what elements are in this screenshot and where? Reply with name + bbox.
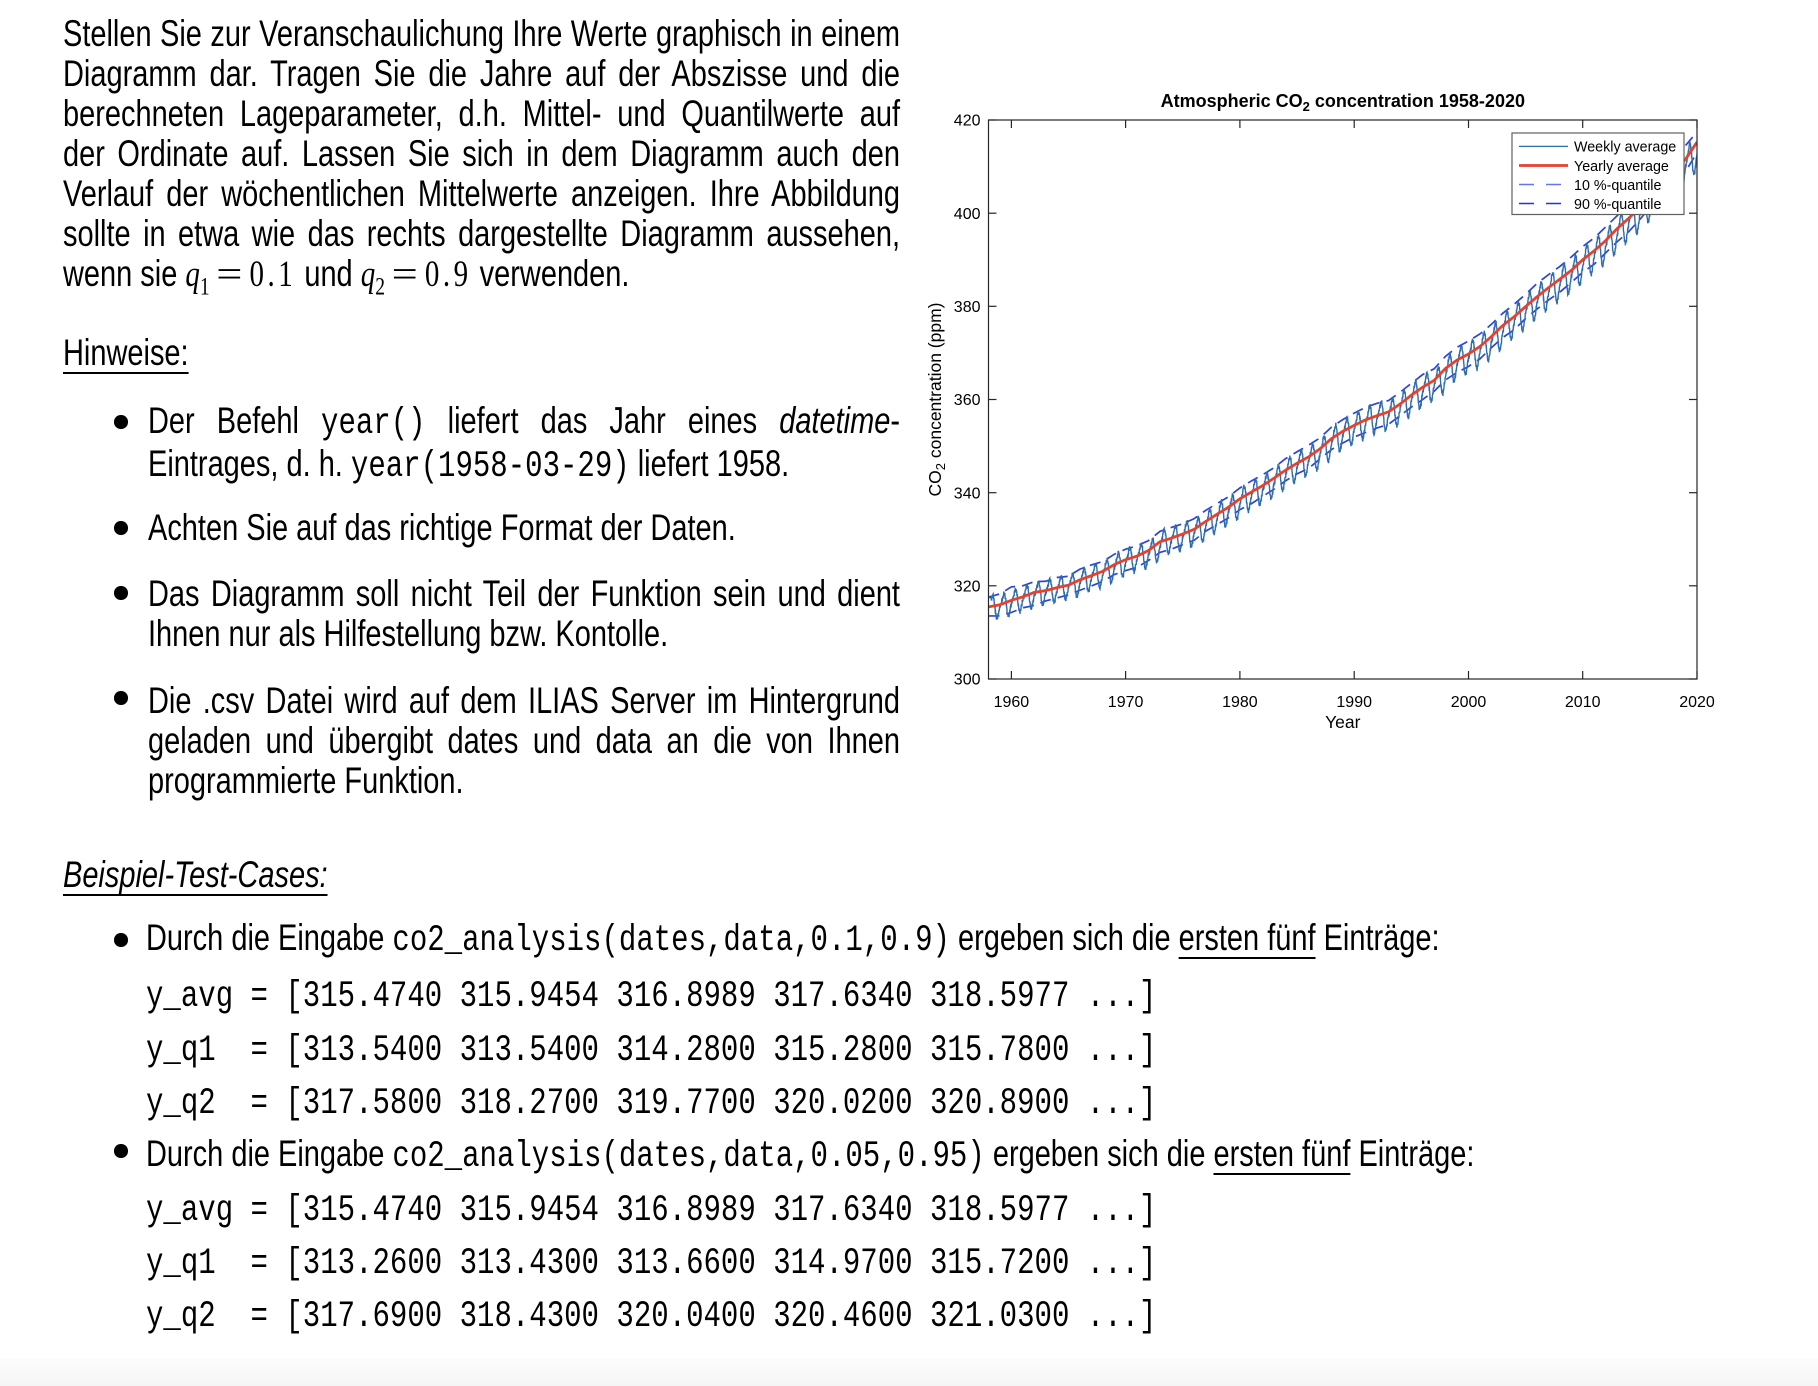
svg-text:340: 340	[954, 485, 981, 502]
svg-text:CO2 concentration (ppm): CO2 concentration (ppm)	[925, 303, 948, 497]
svg-text:90 %-quantile: 90 %-quantile	[1574, 197, 1661, 213]
svg-text:10 %-quantile: 10 %-quantile	[1574, 178, 1661, 194]
svg-text:320: 320	[954, 579, 981, 596]
svg-text:Yearly average: Yearly average	[1574, 159, 1669, 175]
svg-text:Year: Year	[1325, 712, 1361, 732]
svg-text:400: 400	[954, 206, 981, 223]
svg-text:420: 420	[954, 113, 981, 130]
svg-text:1960: 1960	[994, 694, 1030, 711]
svg-text:1990: 1990	[1336, 694, 1372, 711]
svg-text:Atmospheric CO2 concentration: Atmospheric CO2 concentration 1958-2020	[1161, 91, 1525, 114]
svg-text:2020: 2020	[1679, 694, 1715, 711]
svg-text:Weekly average: Weekly average	[1574, 140, 1676, 156]
svg-text:1970: 1970	[1108, 694, 1144, 711]
svg-text:1980: 1980	[1222, 694, 1258, 711]
svg-text:360: 360	[954, 392, 981, 409]
svg-text:2000: 2000	[1451, 694, 1487, 711]
svg-text:300: 300	[954, 672, 981, 689]
svg-text:380: 380	[954, 299, 981, 316]
svg-text:2010: 2010	[1565, 694, 1601, 711]
